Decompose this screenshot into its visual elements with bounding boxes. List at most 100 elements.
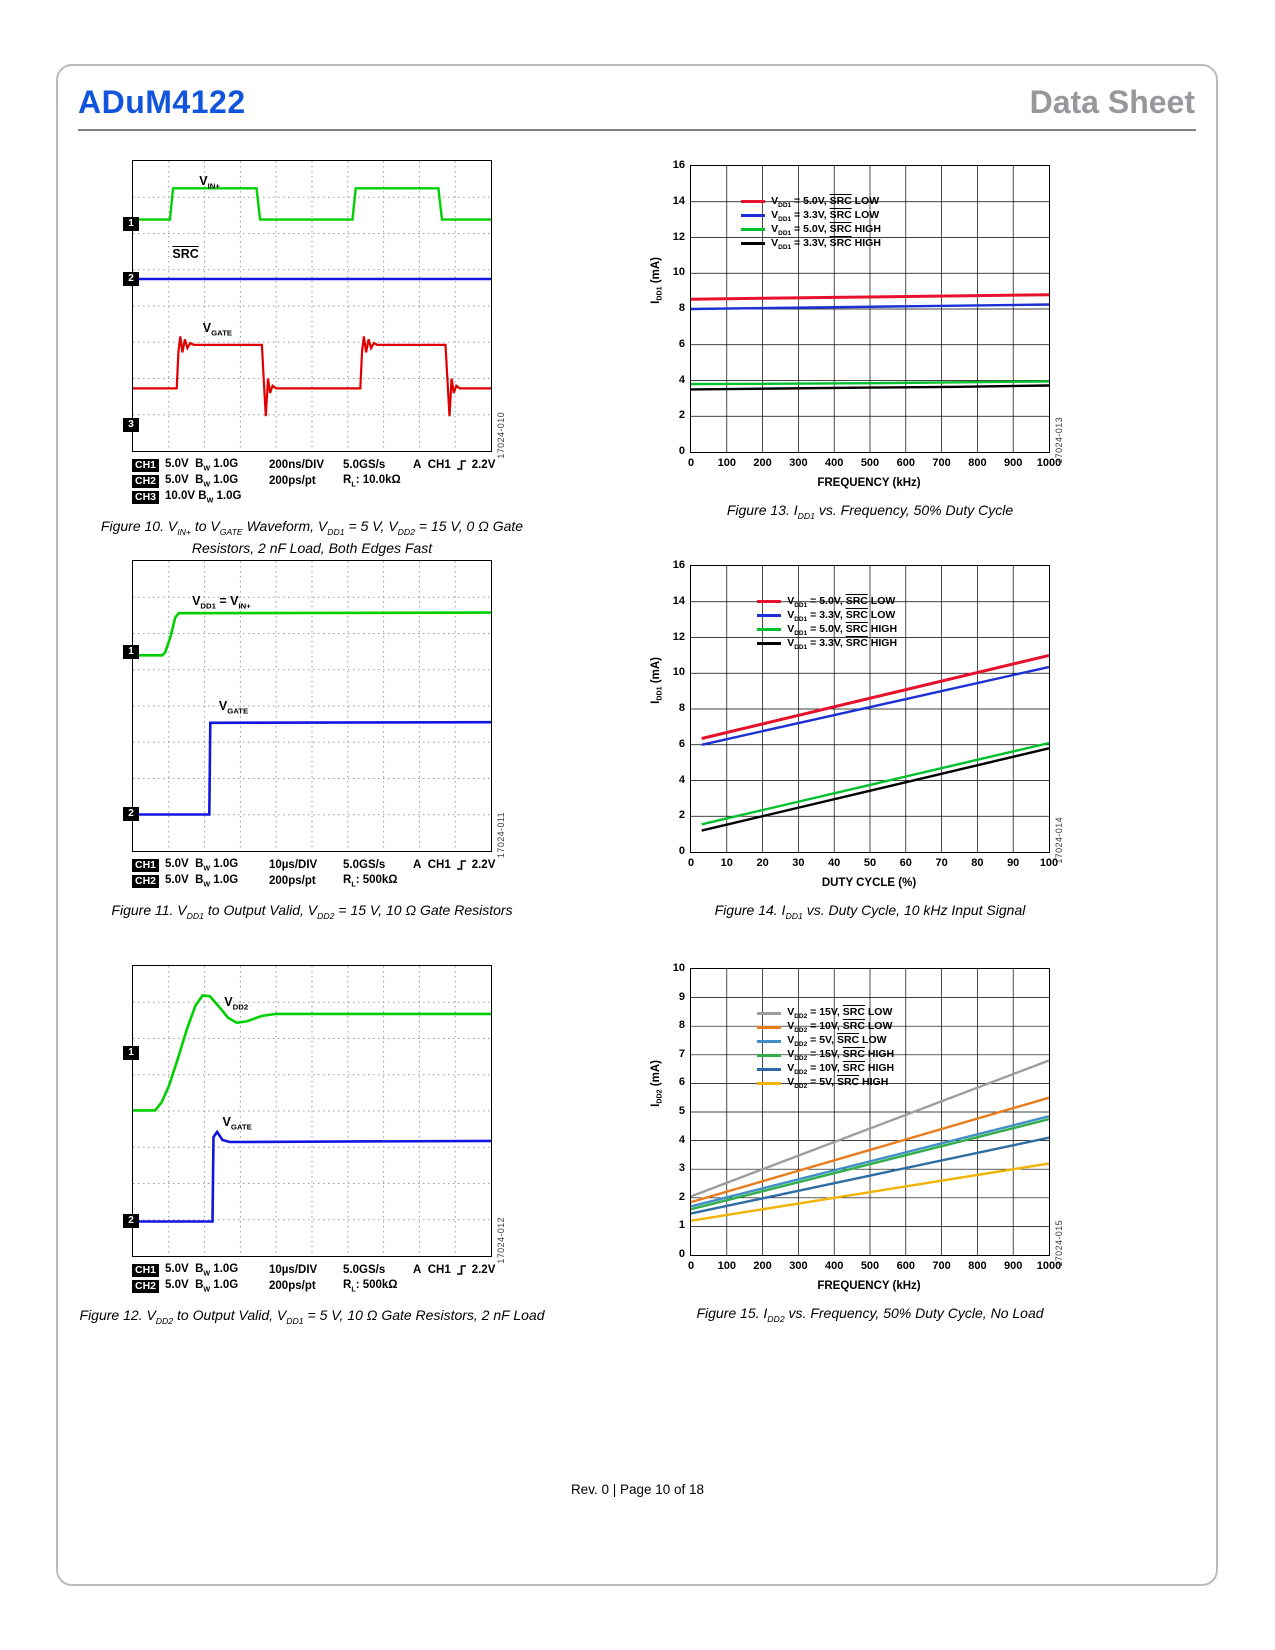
x-tick-label: 100 [1039,857,1059,869]
series-line [691,1059,1049,1198]
figure-14-chart-plot: 0 10 20 30 40 50 60 70 80 90 100 0 2 4 6 8 10 12 14 16 VDD1 … [673,559,1058,869]
trigger-source: A CH1 [413,459,451,471]
y-tick-label: 6 [678,337,685,350]
trigger-source: A CH1 [413,1264,451,1276]
channel-marker-1: 1 [123,1046,139,1060]
figure-11-scope-plot: 1 2 VDD1 = VIN+ VGATE [123,560,492,852]
figure-14-caption: Figure 14. IDD1 vs. Duty Cycle, 10 kHz I… [714,902,1026,921]
y-tick-label: 10 [672,266,685,279]
scope-setting-cell: 10µs/DIV [269,1264,318,1276]
series-line [701,665,1049,746]
figure-14: IDD1 (mA) 0 10 20 30 40 50 60 70 80 90 100 0 2 4 6 8 10 1… [650,559,1090,923]
scope-canvas [133,561,491,851]
rising-edge-trigger-icon [456,860,466,870]
legend-item: VDD2 = 15V, SRC HIGH [757,1048,894,1062]
figure-12-id-code: 17024-012 [496,1217,506,1264]
trigger-level: 2.2V [471,459,496,471]
legend-label: VDD1 = 5.0V, SRC HIGH [787,622,898,637]
channel-badge: CH1 [132,858,160,872]
scope-settings-row: CH1 5.0V BW 1.0G 10µs/DIV 5.0GS/s A CH1 2.2V [132,857,532,873]
chart-legend: VDD1 = 5.0V, SRC LOW VDD1 = 3.3V, SRC LOW… [757,595,897,651]
figure-12-scope-settings: CH1 5.0V BW 1.0G 10µs/DIV 5.0GS/s A CH1 2.2V C… [132,1262,532,1294]
x-tick-label: 10 [720,857,733,869]
y-tick-label: 16 [672,159,685,171]
trigger-level: 2.2V [471,1264,496,1276]
trigger-readout: A CH1 2.2V [413,459,495,471]
series-line [701,653,1049,740]
page-footer: Rev. 0 | Page 10 of 18 [570,1482,705,1497]
figure-11-scope-settings: CH1 5.0V BW 1.0G 10µs/DIV 5.0GS/s A CH1 2.2V C… [132,857,532,889]
series-line [691,1096,1049,1204]
scope-setting-cell: 5.0V BW 1.0G [165,457,239,473]
waveform-trace-VDD1 [133,611,491,657]
legend-item: VDD2 = 10V, SRC HIGH [757,1062,894,1076]
channel-badge: CH2 [132,1279,160,1293]
waveform-trace-VGATE [133,1129,491,1223]
rising-edge-trigger-icon [456,460,466,470]
legend-label: VDD1 = 5.0V, SRC LOW [771,194,880,209]
y-tick-label: 3 [678,1162,685,1175]
scope-setting-cell: RL: 500kΩ [343,873,398,889]
figure-12-scope-plot: 1 2 VDD2 VGATE [123,965,492,1257]
legend-item: VDD1 = 5.0V, SRC LOW [741,195,881,209]
channel-marker-2: 2 [123,272,139,287]
legend-item: VDD2 = 5V, SRC LOW [757,1034,894,1048]
x-tick-label: 400 [825,1260,844,1272]
figure-15-id-code: 17024-015 [1054,1220,1064,1267]
series-line [691,1115,1049,1208]
figure-10-scope-plot: 1 2 3 VIN+ SRC VGATE [123,160,492,452]
y-tick-label: 4 [678,373,685,386]
part-number-title: ADuM4122 [78,84,246,120]
legend-swatch [757,1081,782,1085]
figure-13-caption: Figure 13. IDD1 vs. Frequency, 50% Duty … [726,502,1014,521]
legend-label: VDD1 = 3.3V, SRC HIGH [771,236,881,251]
scope-setting-cell: 5.0GS/s [343,859,386,871]
x-tick-label: 1000 [1036,1260,1062,1272]
x-tick-label: 800 [968,457,987,469]
waveform-label: SRC [172,246,199,261]
y-tick-label: 10 [672,962,685,974]
y-tick-label: 2 [678,809,685,822]
series-line [691,303,1049,311]
figure-10: 1 2 3 VIN+ SRC VGATE CH1 5.0V BW 1.0G 200ns/DIV… [92,160,532,557]
legend-swatch [757,1025,782,1029]
scope-canvas [133,161,491,451]
legend-swatch [741,242,766,246]
legend-label: VDD2 = 5V, SRC LOW [787,1034,887,1049]
y-tick-label: 7 [678,1047,685,1060]
figure-15-x-axis-label: FREQUENCY (kHz) [817,1280,921,1292]
legend-swatch [757,1067,782,1071]
legend-swatch [757,1011,782,1015]
trigger-readout: A CH1 2.2V [413,1264,495,1276]
scope-setting-cell: 10µs/DIV [269,859,318,871]
x-tick-label: 0 [687,457,695,469]
legend-item: VDD2 = 5V, SRC HIGH [757,1076,894,1090]
legend-swatch [757,642,782,646]
y-tick-label: 0 [678,1248,685,1260]
legend-swatch [741,214,766,218]
legend-swatch [757,1039,782,1043]
scope-settings-row: CH2 5.0V BW 1.0G 200ps/pt RL: 500kΩ [132,1278,532,1294]
waveform-label: VDD1 = VIN+ [192,594,251,611]
legend-label: VDD2 = 15V, SRC LOW [787,1006,893,1021]
x-tick-label: 0 [687,857,695,869]
legend-item: VDD1 = 5.0V, SRC HIGH [741,223,881,237]
waveform-label: VGATE [202,320,233,338]
y-tick-label: 14 [672,594,685,607]
scope-setting-cell: 200ns/DIV [269,459,324,471]
scope-setting-cell: 5.0V BW 1.0G [165,873,239,889]
legend-label: VDD1 = 3.3V, SRC HIGH [787,636,898,651]
x-tick-label: 1000 [1036,457,1062,469]
channel-marker-2: 2 [123,807,139,822]
figure-13-chart-plot: 0 100 200 300 400 500 600 700 800 900 1000 0 2 4 6 8 10 1… [673,159,1061,469]
figure-12-caption: Figure 12. VDD2 to Output Valid, VDD1 = … [79,1307,545,1326]
x-tick-label: 100 [717,1260,736,1272]
y-tick-label: 9 [678,990,685,1003]
x-tick-label: 50 [863,857,877,869]
legend-label: VDD1 = 3.3V, SRC LOW [787,608,896,623]
y-tick-label: 6 [678,1076,685,1089]
x-tick-label: 500 [860,1260,880,1272]
chart-legend: VDD1 = 5.0V, SRC LOW VDD1 = 3.3V, SRC LOW… [741,195,881,251]
legend-item: VDD2 = 15V, SRC LOW [757,1006,894,1020]
header-rule [78,129,1196,131]
